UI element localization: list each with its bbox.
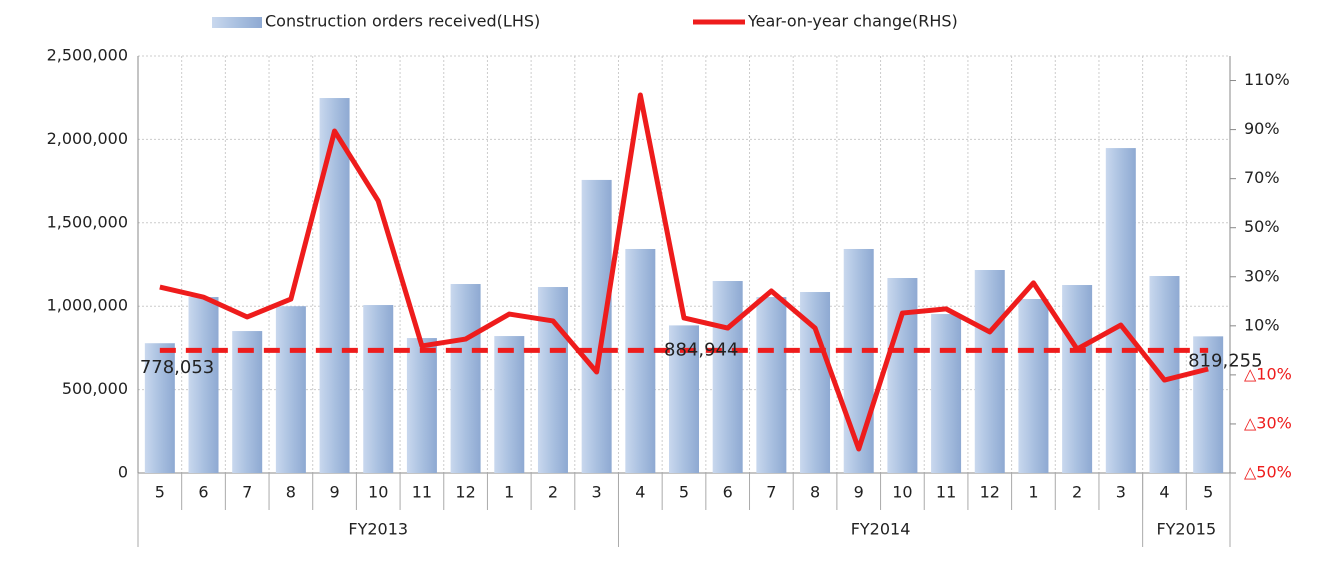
y2-tick-label: 110% [1244, 70, 1290, 89]
x-tick-label: 4 [1159, 483, 1169, 502]
y2-tick-label: 10% [1244, 315, 1280, 334]
x-tick-label: 10 [892, 483, 912, 502]
x-tick-label: 6 [198, 483, 208, 502]
y2-tick-label: 70% [1244, 168, 1280, 187]
data-label: 819,255 [1188, 350, 1262, 371]
x-tick-label: 2 [548, 483, 558, 502]
bar [625, 248, 656, 473]
y-tick-label: 1,500,000 [47, 212, 128, 231]
x-tick-label: 2 [1072, 483, 1082, 502]
bar [363, 305, 394, 473]
y2-tick-label: △10% [1244, 364, 1292, 383]
bar [319, 98, 350, 473]
bar [188, 297, 219, 473]
y2-tick-label: 50% [1244, 217, 1280, 236]
x-tick-label: 12 [980, 483, 1000, 502]
y-tick-label: 500,000 [62, 379, 128, 398]
x-tick-label: 10 [368, 483, 388, 502]
group-label: FY2014 [851, 520, 911, 539]
x-tick-label: 4 [635, 483, 645, 502]
bar [581, 179, 612, 473]
y2-tick-label: △50% [1244, 463, 1292, 482]
x-tick-label: 11 [936, 483, 956, 502]
bar [450, 284, 481, 473]
x-tick-label: 7 [766, 483, 776, 502]
bar [1018, 299, 1049, 473]
bar [494, 336, 525, 473]
x-tick-label: 11 [412, 483, 432, 502]
bar [1193, 336, 1224, 473]
x-tick-label: 7 [242, 483, 252, 502]
bar [1105, 148, 1136, 473]
legend-label: Construction orders received(LHS) [265, 12, 540, 31]
bar [756, 297, 787, 473]
bar [1062, 285, 1093, 473]
bar [406, 338, 437, 473]
y-tick-label: 0 [118, 463, 128, 482]
x-tick-label: 5 [679, 483, 689, 502]
x-tick-label: 8 [286, 483, 296, 502]
x-tick-label: 1 [504, 483, 514, 502]
y-tick-label: 1,000,000 [47, 296, 128, 315]
x-tick-label: 8 [810, 483, 820, 502]
group-label: FY2015 [1156, 520, 1216, 539]
bar [1149, 276, 1180, 473]
bar [537, 287, 568, 473]
bar [843, 248, 874, 473]
x-tick-label: 12 [455, 483, 475, 502]
x-tick-label: 3 [1116, 483, 1126, 502]
x-tick-label: 9 [329, 483, 339, 502]
bar [887, 278, 918, 473]
bar [275, 306, 306, 473]
y2-tick-label: 30% [1244, 266, 1280, 285]
line [159, 92, 1209, 452]
x-tick-label: 6 [723, 483, 733, 502]
x-tick-label: 9 [854, 483, 864, 502]
group-label: FY2013 [348, 520, 408, 539]
bar [931, 314, 962, 473]
data-label: 884,944 [664, 339, 738, 360]
x-tick-label: 3 [592, 483, 602, 502]
data-label: 778,053 [140, 357, 214, 378]
y-tick-label: 2,000,000 [47, 129, 128, 148]
y2-tick-label: 90% [1244, 119, 1280, 138]
x-tick-label: 1 [1028, 483, 1038, 502]
bar [232, 331, 263, 473]
bar [144, 343, 175, 473]
bar [712, 281, 743, 473]
bar [974, 270, 1005, 473]
legend-label: Year-on-year change(RHS) [747, 12, 958, 31]
x-tick-label: 5 [155, 483, 165, 502]
legend-swatch [212, 17, 262, 28]
x-tick-label: 5 [1203, 483, 1213, 502]
y2-tick-label: △30% [1244, 413, 1292, 432]
y-tick-label: 2,500,000 [47, 46, 128, 65]
